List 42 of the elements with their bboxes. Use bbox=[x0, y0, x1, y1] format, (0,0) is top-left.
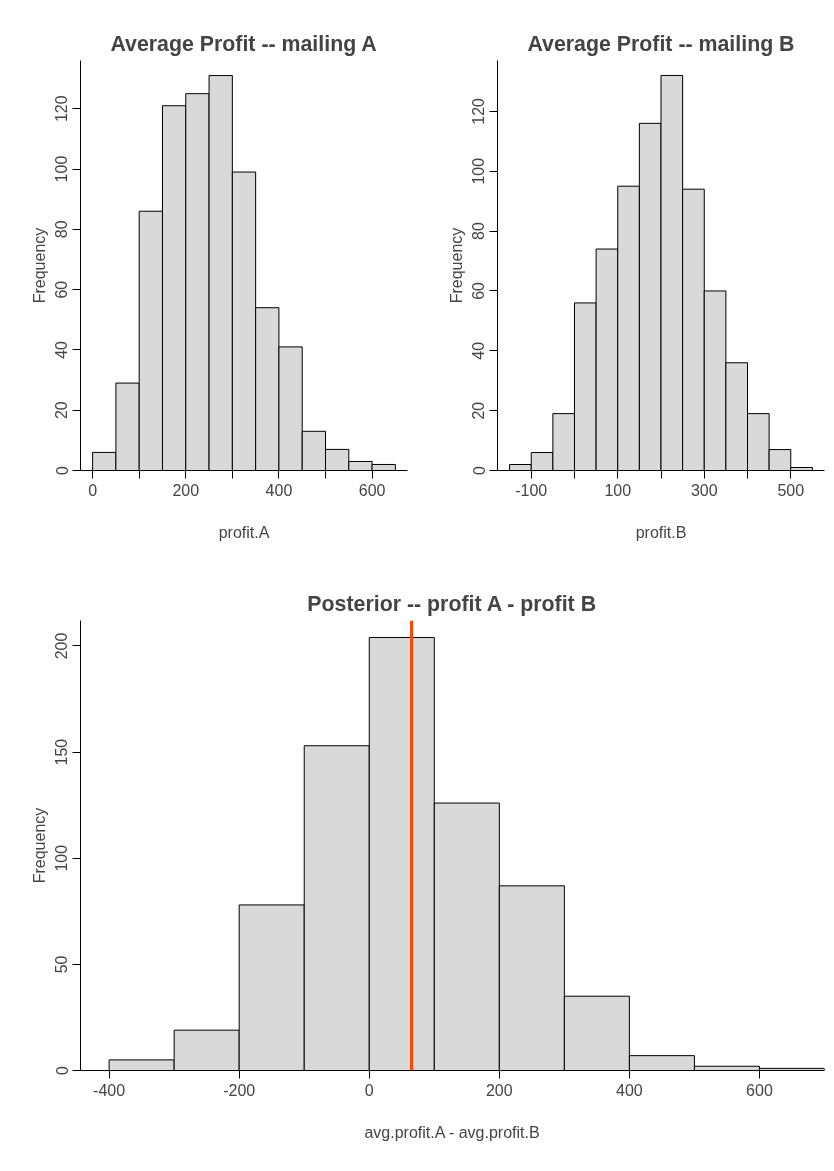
x-tick-label: 0 bbox=[88, 481, 98, 499]
y-tick-label: 100 bbox=[470, 157, 488, 185]
x-axis-title: profit.B bbox=[635, 523, 687, 541]
x-tick-label: 200 bbox=[172, 481, 200, 499]
y-tick-label: 0 bbox=[470, 465, 488, 475]
x-tick-label: -100 bbox=[515, 481, 548, 499]
y-tick-label: 120 bbox=[53, 95, 71, 123]
y-tick-label: 40 bbox=[53, 340, 71, 359]
y-tick-label: 60 bbox=[53, 280, 71, 299]
chart-title: Average Profit -- mailing A bbox=[110, 31, 377, 56]
x-tick-label: 300 bbox=[690, 481, 718, 499]
x-axis-title: profit.A bbox=[218, 523, 270, 541]
y-tick-label: 100 bbox=[53, 155, 71, 183]
x-tick-label: 400 bbox=[265, 481, 293, 499]
chart-title: Posterior -- profit A - profit B bbox=[307, 591, 597, 616]
y-tick-label: 120 bbox=[470, 97, 488, 125]
x-tick-label: 600 bbox=[746, 1081, 773, 1099]
y-tick-label: 0 bbox=[53, 465, 71, 475]
y-tick-label: 200 bbox=[53, 632, 71, 660]
y-tick-label: 0 bbox=[53, 1065, 71, 1075]
y-axis-title: Frequency bbox=[447, 227, 465, 304]
y-tick-label: 60 bbox=[470, 281, 488, 300]
y-tick-label: 40 bbox=[470, 341, 488, 360]
y-tick-label: 80 bbox=[470, 222, 488, 240]
x-tick-label: 400 bbox=[616, 1081, 643, 1099]
x-tick-label: -400 bbox=[93, 1081, 126, 1099]
x-tick-label: -200 bbox=[223, 1081, 256, 1099]
y-tick-label: 20 bbox=[53, 401, 71, 420]
y-tick-label: 20 bbox=[470, 401, 488, 420]
y-tick-label: 150 bbox=[53, 738, 71, 766]
x-tick-label: 600 bbox=[358, 481, 386, 499]
y-tick-label: 50 bbox=[53, 955, 71, 974]
y-tick-label: 100 bbox=[53, 844, 71, 872]
y-axis-title: Frequency bbox=[30, 227, 48, 304]
x-axis-title: avg.profit.A - avg.profit.B bbox=[364, 1123, 540, 1141]
x-tick-label: 500 bbox=[777, 481, 805, 499]
x-tick-label: 200 bbox=[485, 1081, 513, 1099]
y-axis-title: Frequency bbox=[30, 807, 48, 884]
x-tick-label: 100 bbox=[604, 481, 632, 499]
x-tick-label: 0 bbox=[364, 1081, 374, 1099]
chart-title: Average Profit -- mailing B bbox=[527, 31, 795, 56]
y-tick-label: 80 bbox=[53, 220, 71, 239]
